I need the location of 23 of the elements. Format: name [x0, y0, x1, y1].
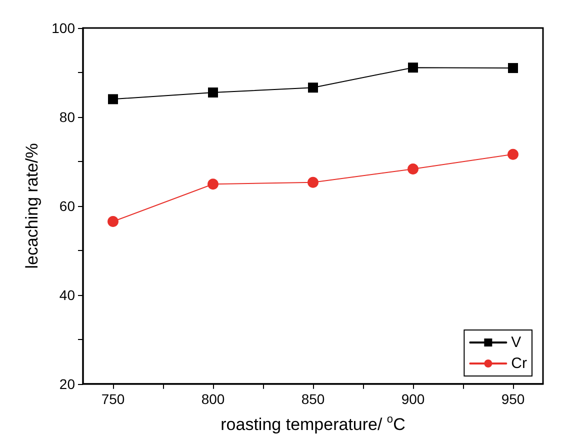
y-tick-label: 100: [52, 20, 76, 36]
y-tick-label: 80: [59, 108, 76, 125]
legend-label: V: [511, 334, 522, 351]
point: [108, 94, 118, 104]
x-tick-label: 750: [101, 390, 125, 407]
point: [308, 176, 318, 188]
y-tick-label: 60: [59, 198, 76, 214]
point: [208, 88, 218, 98]
x-tick-label: 900: [401, 390, 425, 407]
y-axis-title: lecaching rate/%: [22, 143, 42, 269]
point: [208, 178, 218, 190]
point: [508, 63, 518, 74]
point: [408, 164, 418, 175]
x-tick-label: 800: [201, 390, 225, 407]
y-tick-label: 20: [59, 376, 76, 392]
point: [308, 82, 318, 93]
y-tick-label: 40: [59, 286, 76, 303]
point: [408, 62, 418, 73]
x-tick-label: 850: [301, 390, 325, 407]
point: [508, 148, 518, 160]
point: [108, 216, 118, 228]
x-tick-label: 950: [501, 390, 525, 407]
legend-label: Cr: [511, 355, 528, 372]
